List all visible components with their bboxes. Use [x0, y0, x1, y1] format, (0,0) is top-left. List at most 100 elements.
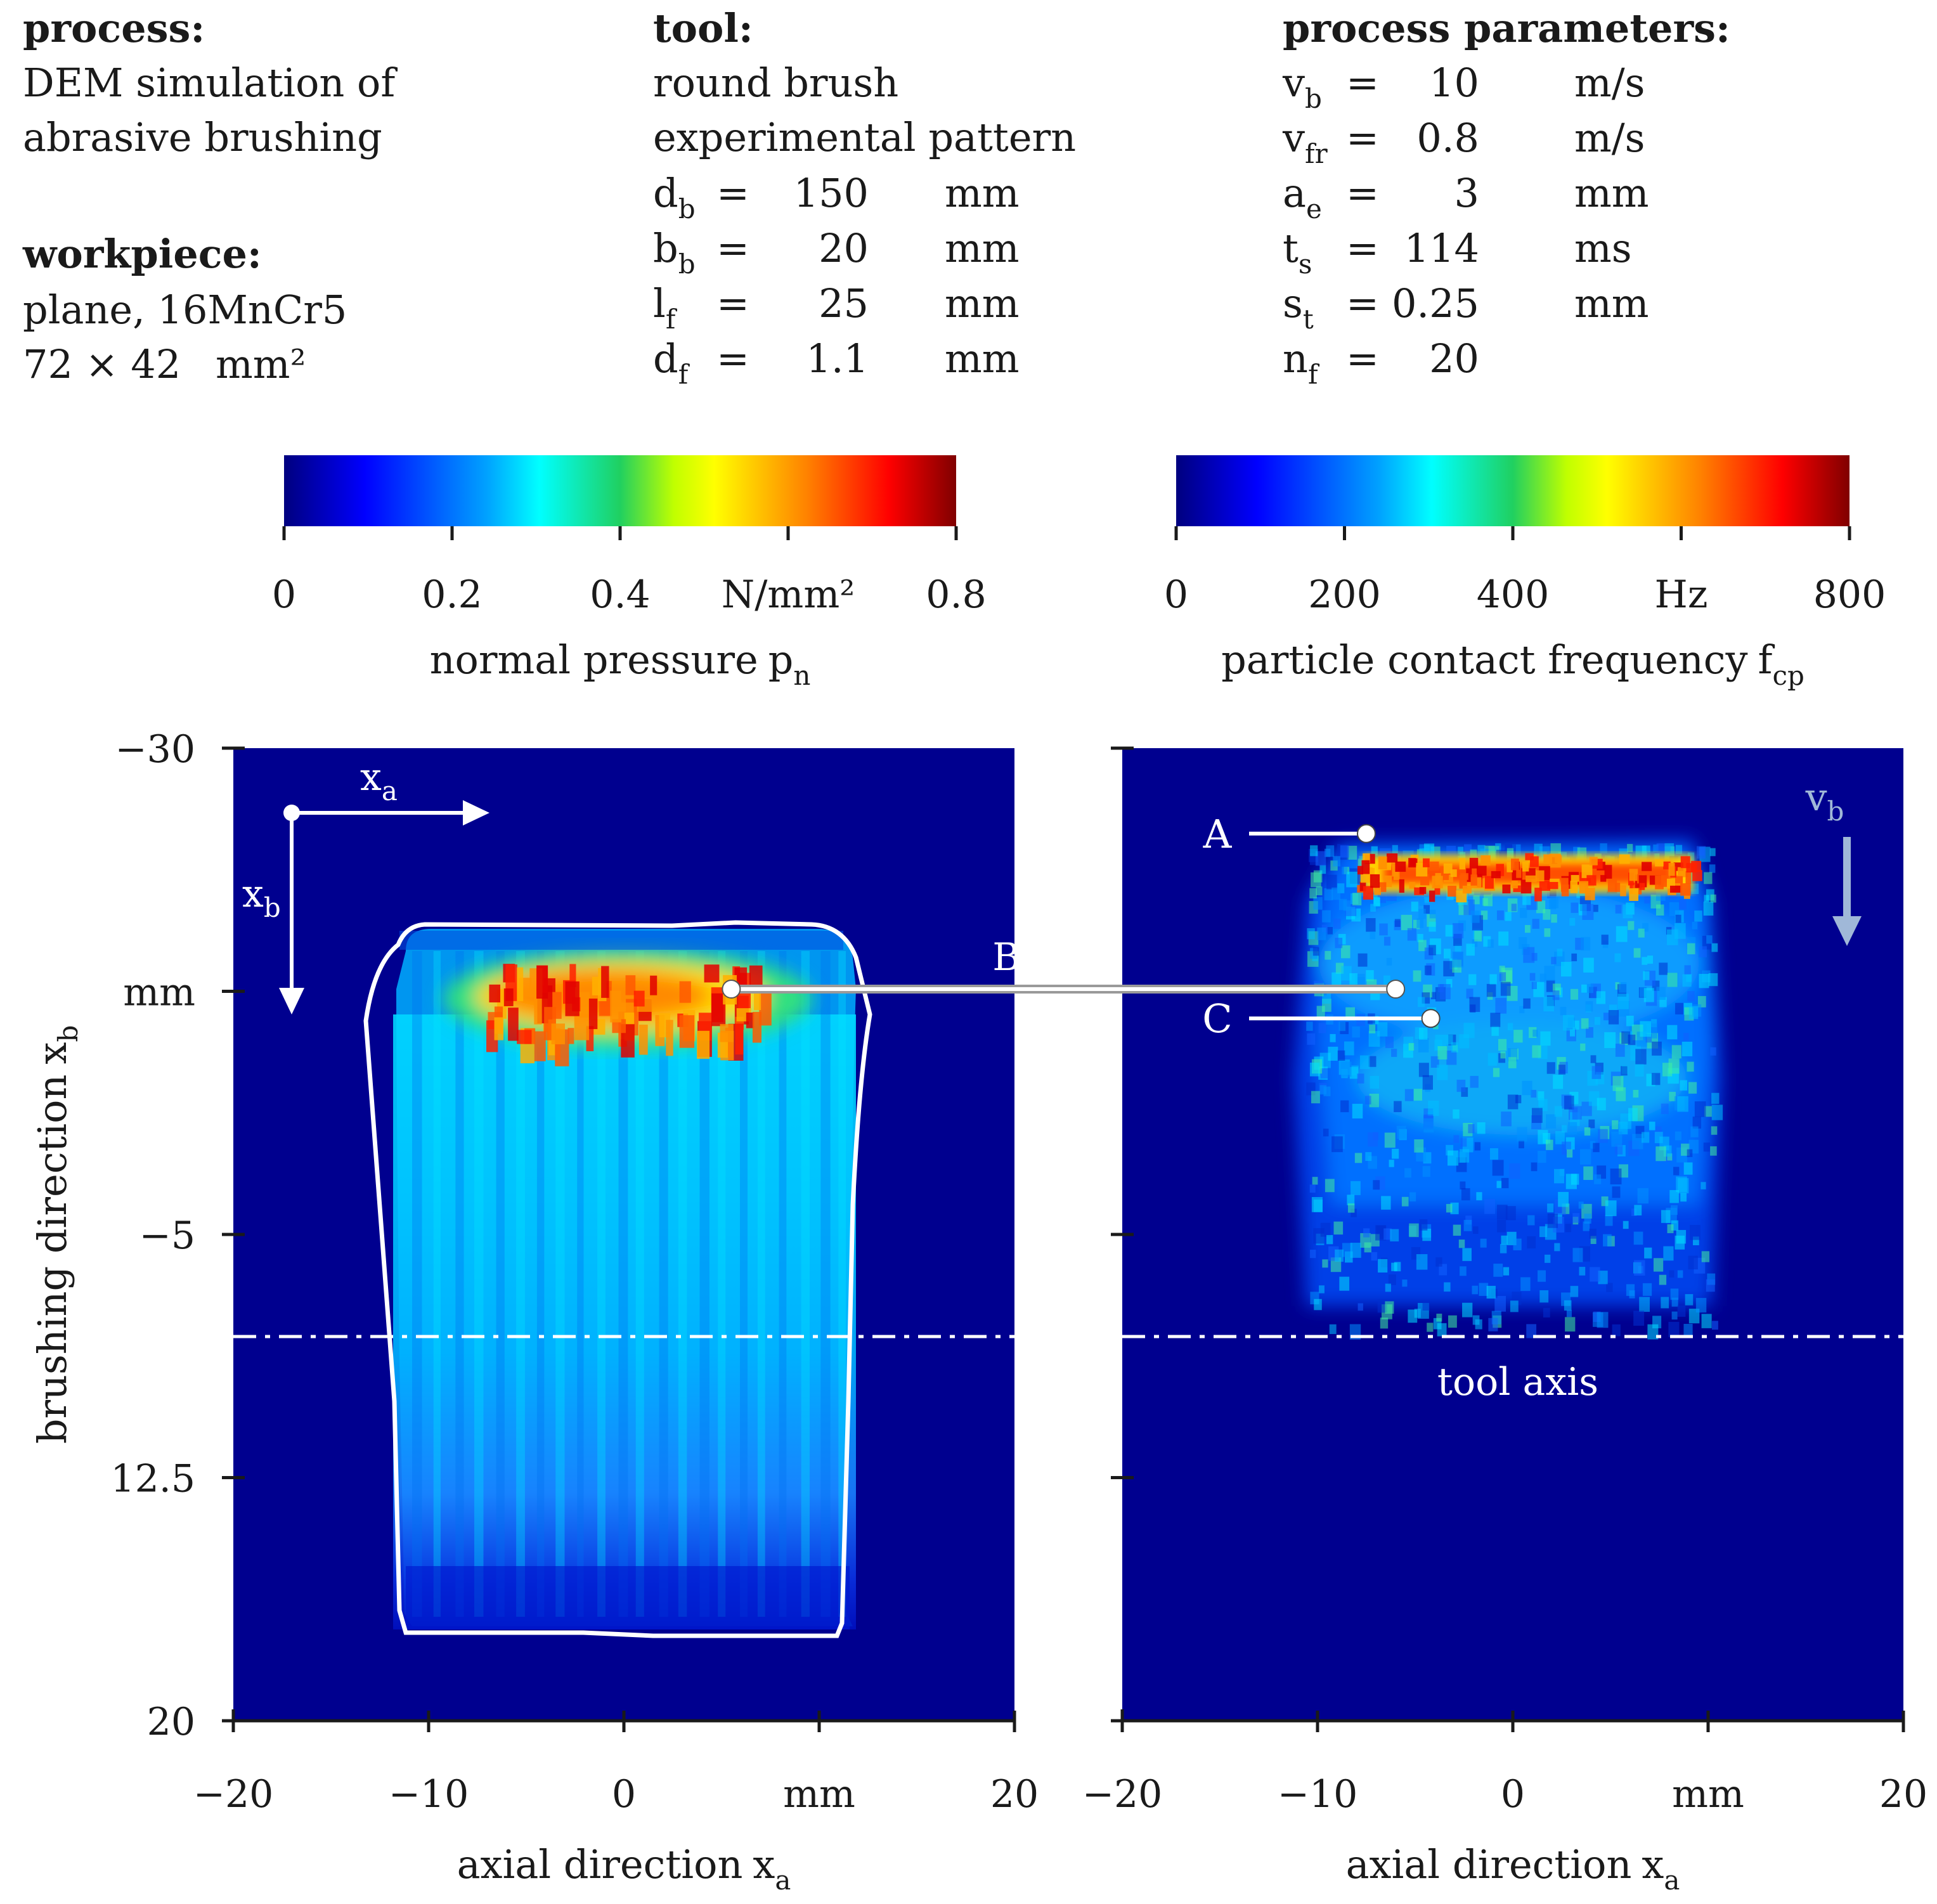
frequency-noise-pixel: [1445, 924, 1454, 937]
frequency-noise-pixel: [1703, 1143, 1710, 1152]
frequency-noise-pixel: [1680, 1193, 1687, 1202]
frequency-noise-pixel: [1368, 1031, 1380, 1047]
frequency-noise-pixel: [1473, 1226, 1479, 1234]
pressure-hot-spot: [759, 993, 772, 1026]
frequency-noise-pixel: [1517, 1127, 1527, 1142]
frequency-noise-pixel: [1498, 1039, 1507, 1051]
frequency-noise-pixel: [1584, 1214, 1591, 1224]
frequency-noise-pixel: [1546, 1062, 1555, 1074]
frequency-noise-pixel: [1511, 903, 1517, 912]
frequency-hot-spot: [1395, 861, 1406, 872]
frequency-noise-pixel: [1392, 1148, 1399, 1159]
frequency-noise-pixel: [1519, 937, 1527, 949]
frequency-noise-pixel: [1496, 1205, 1508, 1220]
frequency-noise-pixel: [1483, 936, 1491, 947]
frequency-hot-spot: [1607, 879, 1617, 892]
frequency-noise-pixel: [1456, 1079, 1466, 1092]
frequency-noise-pixel: [1340, 845, 1349, 858]
frequency-noise-pixel: [1446, 978, 1453, 988]
frequency-hot-spot: [1502, 884, 1511, 894]
param-equals: =: [1346, 225, 1379, 271]
pressure-hot-spot: [565, 981, 580, 1016]
frequency-noise-pixel: [1671, 1045, 1681, 1059]
frequency-noise-pixel: [1701, 1182, 1706, 1189]
pressure-hot-spot: [720, 1024, 734, 1042]
frequency-noise-pixel: [1414, 1309, 1421, 1318]
header-tool: tool: round brush experimental pattern d…: [653, 5, 1076, 390]
pressure-streak: [740, 951, 748, 1617]
param-value: 0.25: [1392, 280, 1479, 327]
frequency-noise-pixel: [1351, 1181, 1361, 1195]
frequency-noise-pixel: [1670, 1288, 1679, 1300]
frequency-noise-pixel: [1593, 905, 1598, 912]
frequency-noise-pixel: [1320, 1068, 1328, 1078]
frequency-noise-pixel: [1519, 1140, 1524, 1149]
frequency-hot-spot: [1363, 886, 1373, 900]
frequency-noise-pixel: [1501, 1111, 1512, 1127]
x-tick-label: −20: [193, 1772, 274, 1817]
frequency-hot-spot: [1579, 881, 1589, 894]
frequency-noise-pixel: [1357, 953, 1368, 967]
param-equals: =: [716, 170, 749, 216]
frequency-hot-spot: [1466, 868, 1472, 882]
frequency-noise-pixel: [1687, 943, 1695, 955]
frequency-hot-spot: [1511, 881, 1518, 889]
frequency-hot-spot: [1669, 885, 1681, 893]
frequency-noise-pixel: [1590, 1236, 1597, 1245]
frequency-noise-pixel: [1507, 1023, 1513, 1031]
coordinate-system: xa xb: [242, 755, 489, 1014]
frequency-noise-pixel: [1569, 917, 1576, 926]
frequency-noise-pixel: [1366, 970, 1374, 981]
frequency-noise-pixel: [1331, 972, 1342, 986]
pressure-contact-outline: [363, 920, 872, 1638]
frequency-noise-pixel: [1667, 973, 1678, 987]
frequency-noise-pixel: [1370, 1075, 1379, 1089]
frequency-noise-pixel: [1377, 1299, 1387, 1313]
frequency-noise-pixel: [1543, 1307, 1550, 1318]
frequency-noise-pixel: [1704, 872, 1713, 884]
frequency-noise-pixel: [1326, 1234, 1333, 1245]
frequency-noise-pixel: [1462, 1302, 1473, 1318]
param-unit: mm: [945, 335, 1020, 382]
frequency-noise-pixel: [1513, 1238, 1522, 1250]
frequency-noise-pixel: [1667, 1025, 1678, 1040]
frequency-noise-pixel: [1662, 1063, 1673, 1077]
frequency-noise-pixel: [1593, 1143, 1600, 1153]
frequency-hot-spot: [1378, 882, 1387, 892]
frequency-noise-pixel: [1652, 980, 1660, 991]
frequency-noise-pixel: [1340, 945, 1351, 959]
frequency-noise-pixel: [1681, 1042, 1693, 1056]
frequency-noise-pixel: [1598, 1271, 1608, 1285]
frequency-noise-pixel: [1653, 844, 1659, 852]
tool-line-1: round brush: [653, 60, 898, 106]
param-unit: mm: [945, 225, 1020, 271]
frequency-noise-pixel: [1373, 897, 1380, 906]
frequency-noise-pixel: [1357, 1073, 1364, 1084]
frequency-noise-pixel: [1472, 939, 1478, 947]
pressure-hot-spot: [494, 1017, 504, 1040]
frequency-noise-pixel: [1589, 1228, 1597, 1239]
frequency-noise-pixel: [1490, 1013, 1501, 1027]
pressure-streak: [659, 951, 668, 1617]
frequency-noise-pixel: [1312, 1177, 1318, 1185]
frequency-noise-pixel: [1316, 1006, 1325, 1018]
frequency-noise-pixel: [1418, 940, 1427, 952]
frequency-noise-pixel: [1375, 1225, 1387, 1241]
frequency-noise-pixel: [1631, 1208, 1637, 1217]
frequency-noise-pixel: [1459, 1034, 1470, 1049]
frequency-noise-pixel: [1342, 867, 1347, 874]
frequency-hot-spot: [1536, 870, 1545, 882]
process-parameter-table: vb = 10 m/s vfr = 0.8 m/s ae = 3 mm ts = 114 ms st = 0.25 m…: [1282, 60, 1649, 390]
workpiece-size-value: 72 × 42: [23, 341, 181, 387]
frequency-noise-pixel: [1333, 1221, 1344, 1235]
frequency-noise-pixel: [1423, 905, 1430, 914]
x-tick-label: mm: [783, 1772, 855, 1817]
param-unit: mm: [1574, 170, 1649, 216]
frequency-noise-pixel: [1458, 846, 1464, 855]
pressure-hot-spot: [704, 964, 720, 983]
param-value: 20: [819, 225, 869, 271]
frequency-noise-pixel: [1685, 1294, 1694, 1305]
frequency-noise-pixel: [1612, 1120, 1619, 1130]
frequency-noise-pixel: [1655, 1146, 1666, 1162]
